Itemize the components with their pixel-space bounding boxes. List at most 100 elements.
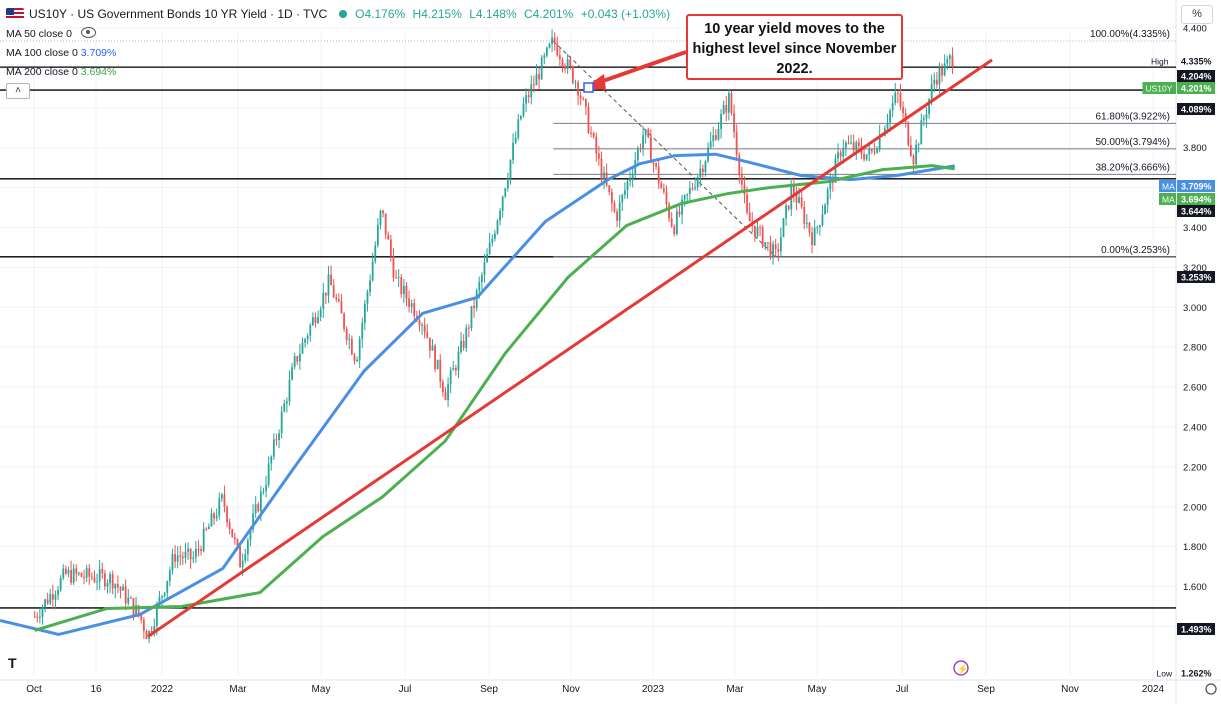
candle-body: [163, 592, 166, 596]
candle-body: [844, 142, 847, 149]
ma200-legend[interactable]: MA 200 close 0 3.694%: [6, 63, 116, 82]
candle-body: [600, 158, 603, 180]
candle-body: [569, 59, 572, 67]
y-tick-label: 2.800: [1183, 343, 1207, 354]
tradingview-logo-icon: T: [8, 655, 17, 671]
candle-body: [54, 594, 57, 600]
percent-scale-button[interactable]: %: [1181, 5, 1213, 24]
candle-body: [878, 134, 881, 150]
candle-body: [314, 317, 317, 324]
candle-body: [77, 573, 80, 575]
candle-body: [621, 194, 624, 203]
ma100-legend[interactable]: MA 100 close 0 3.709%: [6, 44, 116, 63]
price-tag-label: 3.694%: [1181, 195, 1212, 205]
candle-body: [80, 573, 83, 577]
candle-body: [912, 155, 915, 165]
candle-body: [506, 178, 509, 189]
candle-body: [366, 292, 369, 304]
ma200-line: [34, 164, 955, 632]
candle-body: [457, 351, 460, 371]
candle-body: [748, 212, 751, 222]
candle-body: [392, 256, 395, 278]
candle-body: [618, 202, 621, 221]
candle-body: [106, 583, 109, 587]
low-value: L4.148%: [469, 7, 517, 21]
price-tag-label: 3.253%: [1181, 273, 1212, 283]
candle-body: [376, 224, 379, 246]
candle-body: [933, 79, 936, 85]
y-tick-label: 2.000: [1183, 502, 1207, 513]
price-tag-prefix: High: [1151, 57, 1169, 67]
x-tick-label: Nov: [562, 684, 580, 695]
candle-body: [681, 199, 683, 215]
candle-body: [902, 106, 904, 114]
candle-body: [140, 614, 143, 620]
candle-body: [293, 356, 296, 368]
candle-body: [538, 74, 540, 80]
candle-body: [413, 303, 416, 317]
candle-body: [327, 274, 330, 296]
candle-body: [868, 149, 871, 155]
candle-body: [644, 129, 647, 136]
candle-body: [803, 206, 806, 224]
price-tag: [1177, 205, 1215, 217]
candle-body: [556, 43, 559, 56]
y-tick-label: 1.800: [1183, 542, 1207, 553]
candle-body: [358, 339, 361, 360]
candle-body: [488, 242, 491, 255]
candle-body: [233, 537, 236, 540]
candle-body: [145, 630, 148, 640]
x-tick-label: Jul: [896, 684, 909, 695]
candle-body: [863, 154, 865, 160]
y-tick-label: 2.400: [1183, 422, 1207, 433]
hide-eye-icon[interactable]: [80, 27, 96, 38]
candle-body: [907, 122, 910, 146]
candle-body: [704, 161, 707, 172]
candle-body: [436, 359, 439, 370]
candle-body: [943, 63, 946, 76]
candle-body: [317, 316, 319, 324]
candle-body: [553, 37, 556, 44]
collapse-legend-button[interactable]: ˄: [6, 83, 30, 99]
candle-body: [818, 225, 821, 228]
candle-body: [813, 227, 816, 246]
ohlc-values: O4.176% H4.215% L4.148% C4.201% +0.043 (…: [355, 7, 674, 21]
ma50-label: MA 50 close 0: [6, 28, 72, 40]
candle-body: [319, 309, 322, 317]
ma50-legend[interactable]: MA 50 close 0: [6, 25, 116, 44]
candle-body: [444, 392, 447, 401]
candle-body: [57, 590, 59, 595]
y-tick-label: 2.200: [1183, 462, 1207, 473]
candle-body: [278, 433, 280, 441]
candle-body: [239, 546, 241, 568]
candle-body: [714, 135, 717, 140]
candle-body: [527, 95, 530, 98]
candle-body: [434, 345, 436, 370]
candle-body: [769, 242, 772, 258]
candle-body: [67, 569, 70, 574]
candle-body: [532, 84, 535, 86]
candle-body: [64, 568, 67, 574]
price-tag: [1177, 70, 1215, 82]
candle-body: [826, 189, 829, 205]
candle-body: [655, 163, 657, 167]
symbol-title[interactable]: US10Y · US Government Bonds 10 YR Yield …: [29, 7, 328, 21]
candle-body: [504, 188, 507, 197]
candle-body: [779, 237, 782, 252]
candle-body: [909, 145, 912, 156]
y-tick-label: 3.200: [1183, 263, 1207, 274]
candle-body: [335, 297, 338, 300]
drawing-anchor-handle: [583, 82, 594, 93]
candle-body: [837, 152, 839, 159]
candle-body: [519, 115, 522, 120]
candle-body: [948, 55, 951, 59]
candle-body: [777, 249, 780, 252]
candle-body: [176, 555, 179, 562]
candle-body: [592, 133, 595, 137]
candle-body: [691, 188, 694, 190]
candle-body: [499, 210, 501, 221]
candle-body: [189, 548, 192, 560]
candle-body: [694, 187, 696, 189]
candle-body: [51, 594, 54, 600]
